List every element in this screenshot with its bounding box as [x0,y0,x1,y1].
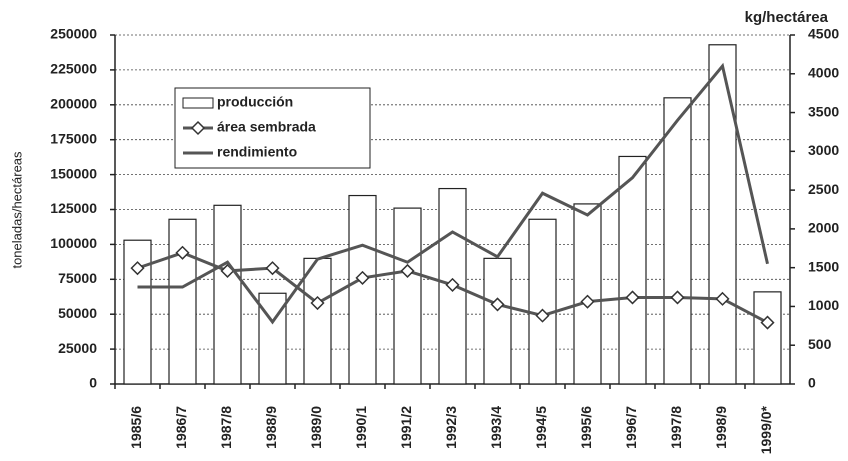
bar [393,207,422,385]
y2-tick-label: 2000 [808,220,839,236]
x-tick-label: 1985/6 [128,406,144,449]
y-tick-label: 200000 [50,96,97,112]
marker [265,261,280,276]
bar [348,194,377,385]
y-tick-label: 175000 [50,130,97,146]
x-tick-label: 1993/4 [488,406,504,449]
x-tick-label: 1998/9 [713,406,729,449]
bar [168,218,197,385]
bar [663,97,692,385]
y-tick-label: 250000 [50,26,97,42]
y-tick-label: 100000 [50,235,97,251]
marker [355,270,370,285]
x-tick-label: 1996/7 [623,406,639,449]
marker [445,277,460,292]
x-tick-label: 1987/8 [218,406,234,449]
marker [310,295,325,311]
legend-label: producción [217,94,293,110]
marker [490,297,505,312]
x-tick-label: 1995/6 [578,406,594,449]
y2-tick-label: 1000 [808,297,839,313]
y2-tick-label: 4500 [808,26,839,42]
x-tick-label: 1990/1 [353,406,369,449]
marker [535,308,550,323]
x-tick-label: 1989/0 [308,406,324,449]
bar [708,44,737,385]
marker [130,261,145,276]
y-tick-label: 75000 [58,270,97,286]
y2-axis-title: kg/hectárea [745,9,829,26]
bar [528,218,557,385]
y2-tick-label: 1500 [808,258,839,274]
legend-label: área sembrada [217,119,316,135]
bar [303,257,332,385]
x-tick-label: 1988/9 [263,406,279,449]
legend: producción área sembrada rendimiento [174,87,371,169]
marker [175,245,190,260]
marker [715,291,730,306]
bar [213,204,242,385]
y2-tick-label: 0 [808,375,816,391]
y2-tick-label: 3000 [808,142,839,158]
y-tick-label: 0 [89,375,97,391]
x-tick-label: 1994/5 [533,406,549,449]
x-tick-label: 1992/3 [443,406,459,449]
y2-tick-label: 4000 [808,64,839,80]
y-axis-title: toneladas/hectáreas [9,151,24,269]
y-tick-label: 125000 [50,200,97,216]
bar [618,155,647,385]
y-tick-label: 50000 [58,305,97,321]
bar [573,203,602,385]
marker [625,290,640,305]
y-tick-label: 225000 [50,61,97,77]
marker [400,263,415,278]
x-tick-label: 1986/7 [173,406,189,449]
x-tick-label: 1997/8 [668,406,684,449]
legend-label: rendimiento [217,144,297,160]
marker [580,294,595,309]
legend-swatch [182,97,214,109]
marker [670,290,685,305]
y2-tick-label: 3500 [808,103,839,119]
y2-tick-label: 500 [808,336,832,352]
bar [483,257,512,385]
y-tick-label: 150000 [50,165,97,181]
bar [753,291,782,385]
line [137,62,769,325]
y2-tick-label: 2500 [808,181,839,197]
legend-marker [190,120,206,136]
x-tick-label: 1999/0* [758,405,774,454]
x-tick-label: 1991/2 [398,406,414,449]
y-tick-label: 25000 [58,340,97,356]
marker [760,315,775,330]
